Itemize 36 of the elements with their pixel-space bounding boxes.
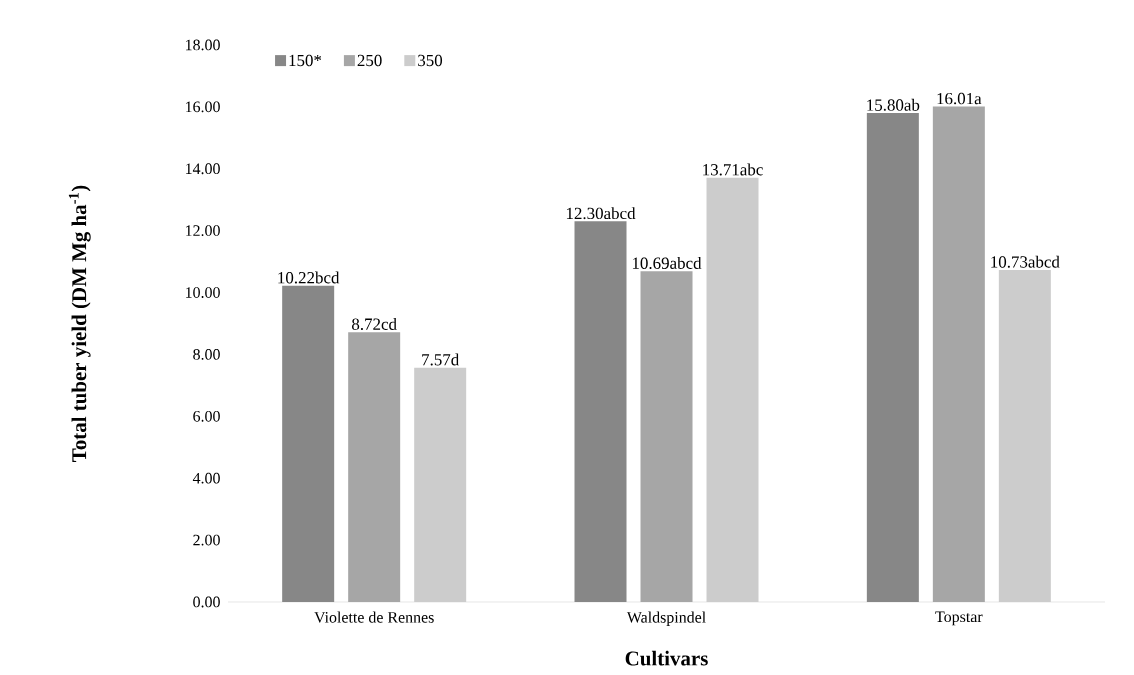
data-label: 16.01a: [937, 92, 982, 105]
data-label: 12.30abcd: [566, 207, 636, 220]
bar: [348, 332, 401, 602]
data-label: 13.71abc: [703, 163, 763, 176]
bar: [282, 285, 335, 602]
bar: [640, 271, 693, 602]
y-tick-label: 18.00: [186, 39, 220, 51]
y-tick-label: 2.00: [193, 534, 220, 546]
data-label: 10.22bcd: [278, 271, 340, 284]
data-label: 8.72cd: [352, 317, 397, 330]
y-tick-label: 6.00: [193, 410, 220, 422]
data-label: 15.80ab: [867, 98, 920, 111]
data-label: 10.69abcd: [632, 257, 702, 269]
x-tick-label: Waldspindel: [626, 611, 706, 626]
y-tick-label: 4.00: [192, 472, 220, 484]
bar: [574, 221, 627, 602]
x-tick-label: Topstar: [935, 611, 983, 626]
y-tick-label: 10.00: [186, 287, 220, 298]
y-tick-label: 14.00: [186, 163, 220, 175]
bar: [866, 113, 919, 602]
legend-label: 250: [357, 54, 382, 67]
bar: [706, 177, 759, 602]
bar: [998, 269, 1051, 602]
y-tick-label: 0.00: [193, 596, 220, 608]
x-axis-title: Cultivars: [625, 650, 708, 666]
y-axis-title: Total tuber yield (DM Mg ha$^{-1}$): [68, 185, 91, 462]
y-tick-label: 12.00: [186, 225, 220, 237]
legend-label: 150*: [289, 54, 322, 67]
bar: [414, 367, 467, 602]
bar: [932, 106, 985, 602]
data-label: 10.73abcd: [991, 255, 1060, 268]
y-tick-label: 16.00: [186, 101, 220, 113]
legend-label: 350: [418, 54, 443, 67]
y-tick-label: 8.00: [193, 349, 220, 360]
x-tick-label: Violette de Rennes: [314, 611, 434, 623]
data-label: 7.57d: [422, 353, 460, 366]
